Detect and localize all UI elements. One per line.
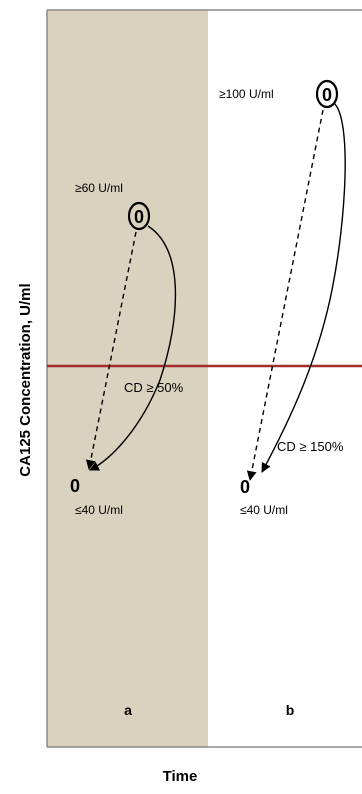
panel-a-curved-arrow (89, 225, 177, 471)
panel-b-start-value-label: ≥100 U/ml (219, 87, 274, 101)
panel-a-background (47, 10, 208, 747)
panel-b-end-value-label: ≤40 U/ml (240, 503, 288, 517)
panel-b-start-marker: 0 (322, 85, 332, 105)
x-axis-label: Time (163, 768, 198, 785)
panel-a-start-value-label: ≥60 U/ml (75, 181, 123, 195)
panel-a-start-ring-icon (127, 201, 151, 231)
panel-a-end-value-label: ≤40 U/ml (75, 503, 123, 517)
y-axis-label: CA125 Concentration, U/ml (17, 283, 34, 476)
panel-a-end-marker: 0 (70, 476, 80, 496)
panel-a-start-marker: 0 (134, 207, 144, 227)
panel-b-curve-label: CD ≥ 150% (277, 439, 344, 454)
panel-b-end-marker: 0 (240, 477, 250, 497)
panel-b-background (208, 10, 362, 747)
panel-b-label: b (286, 702, 295, 718)
panel-a-label: a (124, 702, 132, 718)
panel-b-start-ring-icon (315, 79, 339, 109)
panel-b-curved-arrow (261, 102, 346, 473)
panel-a-dashed-arrow (85, 231, 137, 470)
panel-a-curve-label: CD ≥ 50% (124, 380, 184, 395)
